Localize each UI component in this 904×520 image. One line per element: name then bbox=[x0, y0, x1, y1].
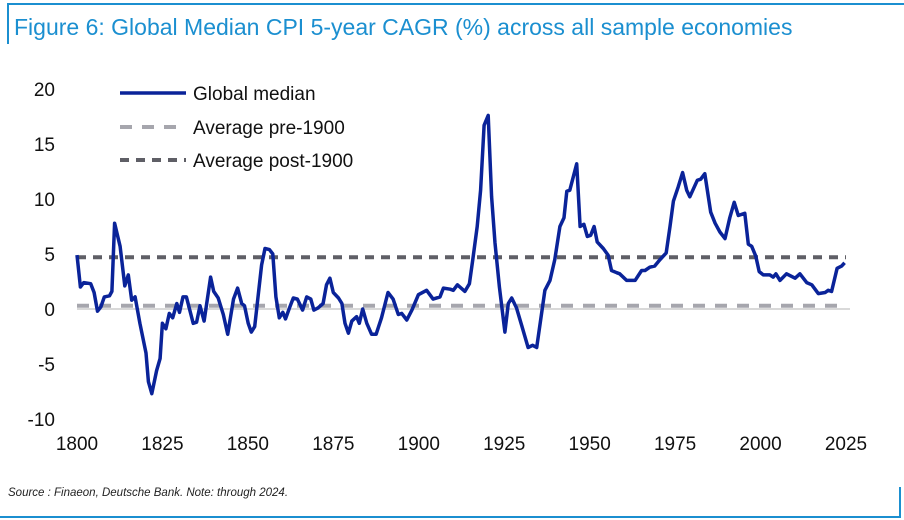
y-tick-label: -10 bbox=[28, 410, 55, 431]
y-tick-label: 5 bbox=[44, 245, 55, 266]
x-tick-label: 1925 bbox=[483, 434, 525, 455]
frame-right-border bbox=[899, 487, 901, 518]
y-tick-label: 0 bbox=[44, 300, 55, 321]
x-tick-label: 1850 bbox=[227, 434, 269, 455]
y-tick-label: 10 bbox=[34, 190, 55, 211]
x-tick-label: 1900 bbox=[398, 434, 440, 455]
figure-title: Figure 6: Global Median CPI 5-year CAGR … bbox=[14, 14, 793, 40]
x-tick-label: 1950 bbox=[569, 434, 611, 455]
x-tick-label: 2000 bbox=[739, 434, 781, 455]
y-tick-label: 15 bbox=[34, 135, 55, 156]
frame-bottom-border bbox=[0, 516, 901, 518]
source-note: Source : Finaeon, Deutsche Bank. Note: t… bbox=[8, 487, 289, 499]
y-tick-label: -5 bbox=[38, 355, 55, 376]
x-tick-label: 1875 bbox=[312, 434, 354, 455]
x-tick-label: 1825 bbox=[141, 434, 183, 455]
y-tick-label: 20 bbox=[34, 80, 55, 101]
series-global-median bbox=[75, 113, 846, 396]
x-tick-label: 1800 bbox=[56, 434, 98, 455]
x-tick-label: 2025 bbox=[825, 434, 867, 455]
x-tick-label: 1975 bbox=[654, 434, 696, 455]
legend-label: Average pre-1900 bbox=[193, 118, 345, 139]
legend-label: Global median bbox=[193, 84, 316, 105]
legend-label: Average post-1900 bbox=[193, 151, 353, 172]
frame-left-border bbox=[7, 3, 9, 44]
frame-top-border bbox=[7, 3, 904, 5]
